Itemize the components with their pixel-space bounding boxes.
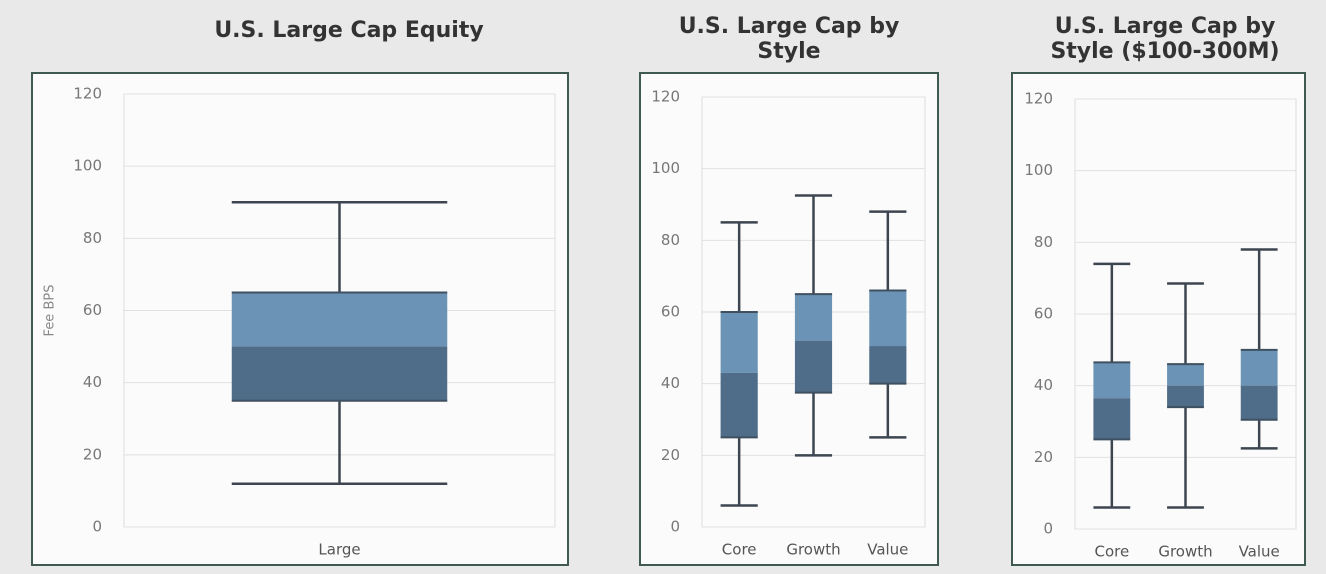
y-tick-label: 100 (651, 159, 680, 177)
box-lower (1093, 398, 1131, 440)
x-tick-label: Growth (786, 541, 840, 559)
y-tick-label: 60 (83, 301, 102, 319)
y-tick-label: 40 (661, 374, 680, 392)
y-tick-label: 80 (1034, 233, 1053, 251)
y-tick-label: 120 (73, 85, 102, 103)
y-tick-label: 80 (661, 231, 680, 249)
chart-title: U.S. Large Cap by (679, 14, 900, 39)
box-upper (1167, 364, 1204, 386)
y-tick-label: 40 (83, 373, 102, 391)
y-tick-label: 60 (661, 303, 680, 321)
chart-title: U.S. Large Cap by (1055, 14, 1276, 39)
y-tick-label: 100 (1024, 161, 1053, 179)
x-tick-label: Core (1094, 543, 1129, 561)
box-upper (720, 312, 758, 373)
y-tick-label: 120 (651, 88, 680, 106)
box-lower (869, 346, 907, 384)
box-upper (231, 292, 448, 347)
chart-title: U.S. Large Cap Equity (214, 18, 483, 43)
x-tick-label: Large (318, 541, 360, 559)
y-tick-label: 20 (1034, 448, 1053, 466)
box-upper (794, 294, 833, 341)
y-tick-label: 0 (1043, 520, 1053, 538)
box-upper (1093, 362, 1131, 399)
chart-title: Style ($100-300M) (1050, 39, 1279, 64)
y-tick-label: 80 (83, 229, 102, 247)
box-upper (1240, 349, 1278, 386)
box-upper (869, 290, 907, 347)
x-tick-label: Core (722, 541, 757, 559)
x-tick-label: Value (867, 541, 908, 559)
box-lower (794, 340, 833, 393)
x-tick-label: Value (1239, 543, 1280, 561)
box-lower (1167, 385, 1204, 408)
y-tick-label: 20 (83, 445, 102, 463)
y-tick-label: 0 (92, 518, 102, 536)
chart-panel (1011, 72, 1306, 566)
x-tick-label: Growth (1158, 543, 1212, 561)
chart-title: Style (757, 39, 820, 64)
y-tick-label: 100 (73, 157, 102, 175)
box-lower (1240, 385, 1278, 420)
y-tick-label: 60 (1034, 305, 1053, 323)
y-axis-label: Fee BPS (43, 285, 58, 337)
box-lower (231, 346, 448, 401)
y-tick-label: 20 (661, 446, 680, 464)
y-tick-label: 0 (670, 518, 680, 536)
y-tick-label: 120 (1024, 90, 1053, 108)
box-lower (720, 372, 758, 438)
y-tick-label: 40 (1034, 376, 1053, 394)
